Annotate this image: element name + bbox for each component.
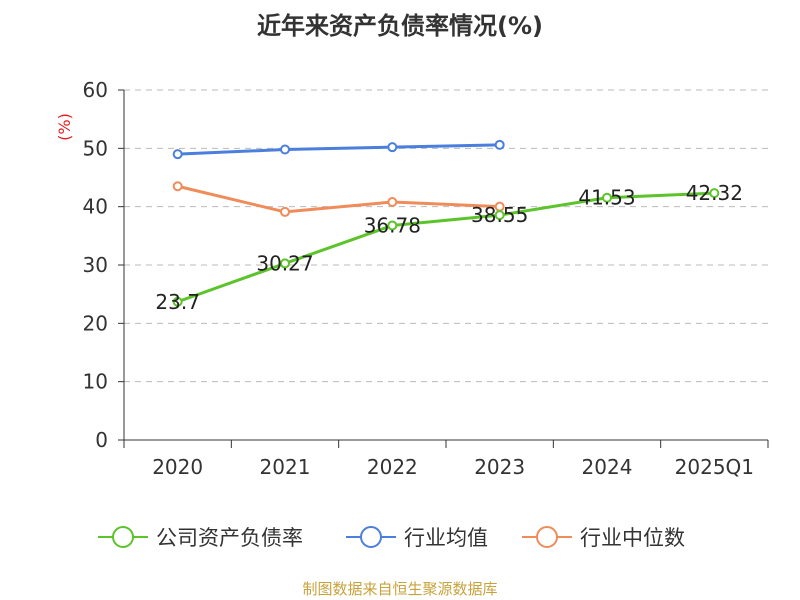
y-tick-label: 60 — [83, 78, 108, 102]
legend-marker-industry-median — [522, 526, 572, 548]
legend-marker-industry-mean — [346, 526, 396, 548]
y-tick-label: 20 — [83, 311, 108, 335]
data-point — [709, 188, 720, 199]
y-tick-label: 40 — [83, 195, 108, 219]
x-tick-label: 2022 — [367, 455, 418, 479]
source-note: 制图数据来自恒生聚源数据库 — [302, 580, 498, 598]
data-label: 38.55 — [471, 203, 528, 227]
data-label: 30.27 — [256, 251, 313, 275]
legend-label-industry-mean: 行业均值 — [404, 526, 488, 550]
y-tick-label: 30 — [83, 253, 108, 277]
legend-item-company[interactable]: 公司资产负债率 — [98, 522, 303, 552]
chart-title: 近年来资产负债率情况(%) — [257, 12, 543, 40]
x-tick-label: 2021 — [260, 455, 311, 479]
x-tick-label: 2024 — [582, 455, 633, 479]
x-tick-label: 2025Q1 — [675, 455, 754, 479]
data-point — [280, 144, 290, 155]
series-line — [177, 143, 500, 156]
legend-label-industry-median: 行业中位数 — [580, 526, 685, 550]
y-tick-label: 10 — [83, 370, 108, 394]
data-point — [494, 210, 505, 221]
x-tick-label: 2020 — [152, 455, 203, 479]
data-point — [172, 181, 183, 192]
y-tick-label: 50 — [83, 136, 108, 160]
data-point — [280, 258, 290, 269]
data-point — [387, 197, 398, 207]
data-label: 42.32 — [686, 181, 743, 205]
data-point — [494, 139, 505, 150]
legend-label-company: 公司资产负债率 — [156, 526, 303, 550]
legend-item-industry-median[interactable]: 行业中位数 — [522, 522, 685, 552]
data-point — [172, 296, 183, 307]
data-point — [172, 149, 183, 160]
series-line — [177, 184, 500, 214]
data-label: 41.53 — [578, 186, 635, 210]
y-axis-label: (%) — [55, 113, 74, 141]
legend-marker-company — [98, 526, 148, 548]
series-line — [177, 191, 715, 304]
data-point — [602, 192, 612, 203]
data-point — [387, 142, 398, 153]
legend-item-industry-mean[interactable]: 行业均值 — [346, 522, 488, 552]
data-label: 23.7 — [155, 290, 200, 314]
data-point — [280, 206, 290, 217]
data-label: 36.78 — [364, 213, 421, 237]
x-tick-label: 2023 — [474, 455, 525, 479]
data-point — [387, 220, 398, 231]
y-tick-label: 0 — [95, 428, 108, 452]
